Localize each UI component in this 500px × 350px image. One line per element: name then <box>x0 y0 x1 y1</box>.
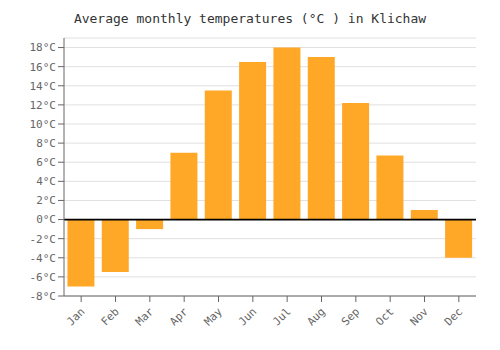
html-text:Average monthly temperatures (: Average monthly temperatures (°C ) in Kl… <box>73 11 427 26</box>
svg-text:4°C: 4°C <box>36 175 56 188</box>
svg-text:Apr: Apr <box>167 305 191 329</box>
svg-text:16°C: 16°C <box>30 61 57 74</box>
svg-text:18°C: 18°C <box>30 41 57 54</box>
svg-text:Sep: Sep <box>339 305 362 328</box>
svg-text:Dec: Dec <box>442 305 465 328</box>
svg-text:-6°C: -6°C <box>30 271 57 284</box>
svg-text:Feb: Feb <box>99 305 122 328</box>
svg-text:8°C: 8°C <box>36 137 56 150</box>
svg-text:Nov: Nov <box>408 305 432 329</box>
svg-text:0°C: 0°C <box>36 213 56 226</box>
svg-text:12°C: 12°C <box>30 99 57 112</box>
svg-text:Mar: Mar <box>133 305 157 329</box>
svg-text:-2°C: -2°C <box>30 233 57 246</box>
svg-text:Jan: Jan <box>64 305 87 328</box>
svg-text:-4°C: -4°C <box>30 252 57 265</box>
svg-text:Jun: Jun <box>236 305 259 328</box>
svg-text:May: May <box>202 305 226 329</box>
svg-text:6°C: 6°C <box>36 156 56 169</box>
svg-text:14°C: 14°C <box>30 80 57 93</box>
svg-text:2°C: 2°C <box>36 194 56 207</box>
svg-text:10°C: 10°C <box>30 118 57 131</box>
svg-text:Jul: Jul <box>270 305 293 328</box>
svg-text:Oct: Oct <box>373 305 396 328</box>
svg-text:Aug: Aug <box>305 305 328 328</box>
svg-text:-8°C: -8°C <box>30 290 57 303</box>
